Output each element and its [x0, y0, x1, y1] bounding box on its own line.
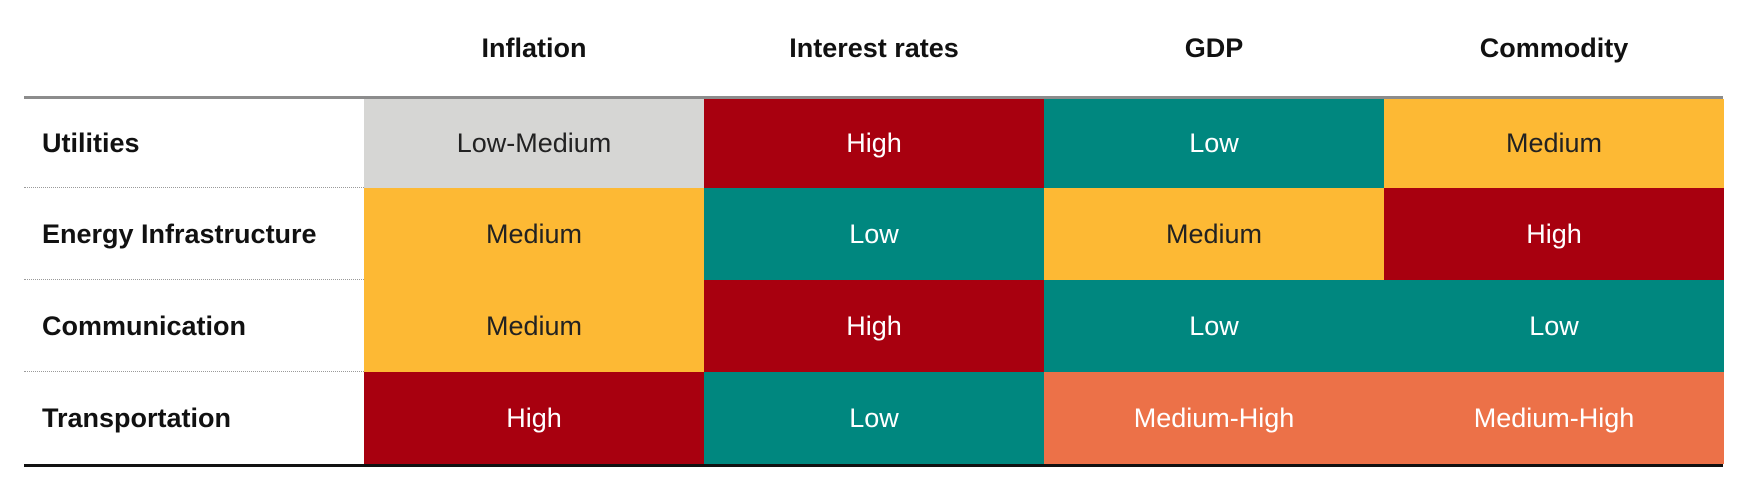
- table-bottom-rule: [24, 464, 1723, 467]
- row-divider: [24, 279, 364, 280]
- table-row: Communication Medium High Low Low: [24, 280, 1724, 372]
- row-divider: [24, 371, 364, 372]
- table-row: Transportation High Low Medium-High Medi…: [24, 372, 1724, 464]
- cell-transportation-commodity: Medium-High: [1384, 372, 1724, 464]
- cell-transportation-interest-rates: Low: [704, 372, 1044, 464]
- col-header-commodity: Commodity: [1479, 32, 1629, 63]
- cell-energy-infrastructure-inflation: Medium: [364, 188, 704, 280]
- cell-energy-infrastructure-gdp: Medium: [1044, 188, 1384, 280]
- table-row: Utilities Low-Medium High Low Medium: [24, 99, 1724, 188]
- row-label-utilities: Utilities: [42, 128, 140, 158]
- cell-energy-infrastructure-commodity: High: [1384, 188, 1724, 280]
- cell-communication-inflation: Medium: [364, 280, 704, 372]
- row-label-communication: Communication: [42, 310, 247, 341]
- cell-energy-infrastructure-interest-rates: Low: [704, 188, 1044, 280]
- sensitivity-table: Inflation Interest rates GDP Commodity U…: [24, 0, 1724, 501]
- cell-utilities-inflation: Low-Medium: [364, 99, 704, 188]
- cell-utilities-interest-rates: High: [704, 99, 1044, 188]
- table-row: Energy Infrastructure Medium Low Medium …: [24, 188, 1724, 280]
- col-header-gdp: GDP: [1184, 32, 1244, 63]
- cell-transportation-gdp: Medium-High: [1044, 372, 1384, 464]
- cell-utilities-commodity: Medium: [1384, 99, 1724, 188]
- col-header-interest-rates: Interest rates: [789, 32, 959, 63]
- row-divider: [24, 187, 364, 188]
- cell-communication-gdp: Low: [1044, 280, 1384, 372]
- cell-communication-commodity: Low: [1384, 280, 1724, 372]
- cell-utilities-gdp: Low: [1044, 99, 1384, 188]
- cell-transportation-inflation: High: [364, 372, 704, 464]
- row-label-transportation: Transportation: [42, 402, 232, 433]
- header-row: Inflation Interest rates GDP Commodity: [24, 0, 1723, 96]
- col-header-inflation: Inflation: [481, 32, 587, 63]
- header-rule: [24, 96, 1723, 99]
- cell-communication-interest-rates: High: [704, 280, 1044, 372]
- row-label-energy-infrastructure: Energy Infrastructure: [42, 218, 317, 249]
